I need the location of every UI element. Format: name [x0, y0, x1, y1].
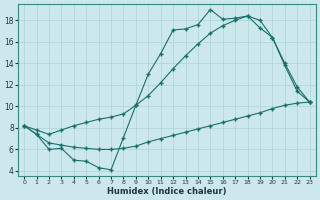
X-axis label: Humidex (Indice chaleur): Humidex (Indice chaleur): [107, 187, 227, 196]
